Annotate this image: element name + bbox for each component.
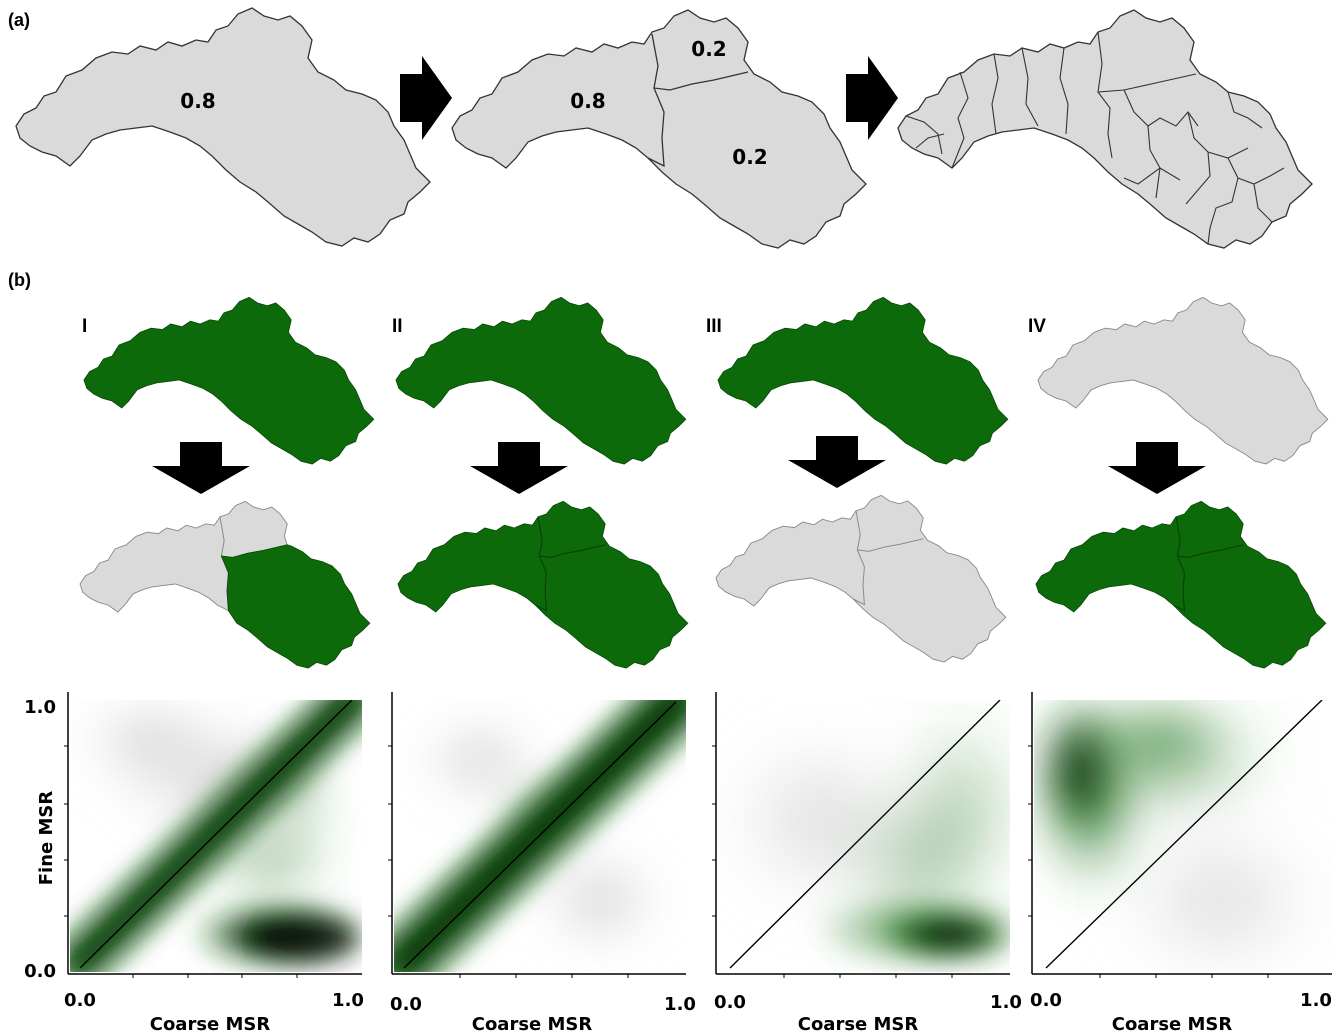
density-plot-III [715,692,1010,975]
arrow-right-2 [846,56,898,140]
scenario-label-4: IV [1028,316,1046,337]
coarse-value: 0.8 [180,89,215,113]
x-tick-min-II: 0.0 [390,994,422,1015]
density-plot-I [67,692,362,975]
left-subbasin-value: 0.8 [570,89,605,113]
arrow-down-II [470,442,568,494]
upper-subbasin-value: 0.2 [691,37,726,61]
x-axis-label-IV: Coarse MSR [1112,1014,1233,1035]
y-tick-max: 1.0 [24,697,56,718]
density-plot-IV [1031,692,1332,975]
x-tick-max-IV: 1.0 [1300,990,1332,1011]
x-tick-max-II: 1.0 [664,994,696,1015]
y-tick-min: 0.0 [24,961,56,982]
arrow-down-IV [1108,442,1206,494]
coarse-map-II [395,296,687,465]
x-tick-min-IV: 0.0 [1030,990,1062,1011]
x-axis-label-II: Coarse MSR [472,1014,593,1035]
catchment-subbasins [451,9,867,249]
scenario-label-2: II [392,316,403,337]
coarse-map-IV [1037,296,1329,465]
x-axis-label-I: Coarse MSR [150,1014,271,1035]
right-subbasin-value: 0.2 [732,145,767,169]
scenario-label-1: I [82,316,87,337]
arrow-right-1 [400,56,452,140]
fine-map-III [715,494,1007,663]
y-axis-label: Fine MSR [36,791,57,886]
panel-b-label: (b) [8,270,31,290]
catchment-coarse [15,7,431,247]
coarse-map-I [83,296,375,465]
fine-map-I [79,500,371,669]
density-plot-II [391,692,686,975]
x-tick-max-III: 1.0 [990,992,1022,1013]
panel-a-label: (a) [8,10,30,30]
arrow-down-III [788,436,886,488]
tick-marks [64,745,1269,978]
arrow-down-I [152,442,250,494]
x-tick-min-I: 0.0 [64,990,96,1011]
coarse-map-III [717,296,1009,465]
fine-map-II [397,500,689,669]
x-tick-min-III: 0.0 [714,992,746,1013]
fine-map-IV [1035,500,1327,669]
x-axis-label-III: Coarse MSR [798,1014,919,1035]
scenario-label-3: III [706,316,722,337]
x-tick-max-I: 1.0 [332,990,364,1011]
catchment-fine-subbasins [897,9,1313,249]
